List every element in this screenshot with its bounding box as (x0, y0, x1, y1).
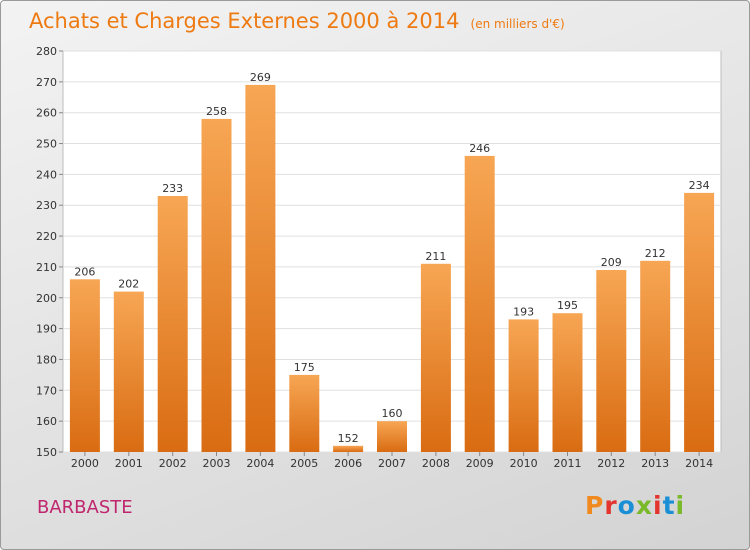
x-tick-label-2007: 2007 (378, 457, 406, 470)
bar-label-2002: 233 (162, 182, 183, 195)
y-tick-label-160: 160 (36, 415, 57, 428)
x-tick-label-2000: 2000 (71, 457, 99, 470)
chart-subtitle: (en milliers d'€) (470, 17, 565, 31)
bar-2007[interactable] (377, 421, 407, 452)
bar-2012[interactable] (596, 270, 627, 452)
bar-2004[interactable] (245, 84, 276, 453)
y-tick-label-230: 230 (36, 199, 57, 212)
bar-label-2014: 234 (689, 179, 710, 192)
x-tick-label-2001: 2001 (115, 457, 143, 470)
logo-letter: i (653, 491, 663, 520)
x-tick-label-2008: 2008 (422, 457, 450, 470)
y-tick-label-220: 220 (36, 230, 57, 243)
bar-label-2012: 209 (601, 256, 622, 269)
bar-label-2007: 160 (382, 407, 403, 420)
logo-letter: t (662, 491, 676, 520)
x-tick-label-2010: 2010 (510, 457, 538, 470)
bar-2000[interactable] (69, 279, 100, 452)
x-tick-label-2013: 2013 (641, 457, 669, 470)
bar-label-2003: 258 (206, 105, 227, 118)
commune-name: BARBASTE (37, 497, 133, 518)
x-axis: 2000 2001 2002 2003 2004 2005 2006 2007 2008 2009… (71, 452, 713, 470)
bar-label-2004: 269 (250, 71, 271, 84)
x-tick-label-2009: 2009 (466, 457, 494, 470)
logo-letter: o (617, 491, 636, 520)
bar-2014[interactable] (684, 192, 715, 452)
bar-2003[interactable] (201, 118, 232, 453)
bar-2008[interactable] (420, 263, 451, 452)
bar-2002[interactable] (157, 196, 188, 452)
bar-labels: 206 202 233 258 269 175 152 160 211 246 193 195 209 2… (74, 71, 709, 445)
logo-letter: r (604, 491, 618, 520)
bar-label-2009: 246 (469, 142, 490, 155)
x-tick-label-2004: 2004 (246, 457, 274, 470)
proxiti-logo[interactable]: Proxiti (585, 491, 685, 520)
bar-label-2000: 206 (74, 265, 95, 278)
title-row: Achats et Charges Externes 2000 à 2014 (… (29, 9, 565, 33)
x-tick-label-2003: 2003 (203, 457, 231, 470)
y-tick-label-270: 270 (36, 76, 57, 89)
y-tick-label-150: 150 (36, 446, 57, 459)
bar-2013[interactable] (640, 260, 671, 452)
y-tick-label-260: 260 (36, 107, 57, 120)
bar-2001[interactable] (113, 291, 144, 452)
y-tick-label-170: 170 (36, 384, 57, 397)
x-tick-label-2005: 2005 (290, 457, 318, 470)
y-tick-label-280: 280 (36, 45, 57, 58)
y-tick-label-200: 200 (36, 292, 57, 305)
bar-2011[interactable] (552, 313, 583, 452)
bar-2009[interactable] (464, 155, 495, 452)
y-tick-label-240: 240 (36, 168, 57, 181)
x-tick-label-2014: 2014 (685, 457, 713, 470)
bar-2006[interactable] (333, 445, 364, 452)
bar-2005[interactable] (289, 374, 320, 452)
y-tick-label-190: 190 (36, 323, 57, 336)
bar-label-2006: 152 (338, 432, 359, 445)
bar-label-2005: 175 (294, 361, 315, 374)
bar-label-2010: 193 (513, 305, 534, 318)
bar-label-2013: 212 (645, 247, 666, 260)
x-tick-label-2002: 2002 (159, 457, 187, 470)
y-tick-label-180: 180 (36, 353, 57, 366)
y-tick-label-210: 210 (36, 261, 57, 274)
bar-label-2011: 195 (557, 299, 578, 312)
x-tick-label-2006: 2006 (334, 457, 362, 470)
x-tick-label-2011: 2011 (554, 457, 582, 470)
logo-letter: P (585, 491, 605, 520)
y-axis: 150 160 170 180 190 200 210 220 230 240 250 260 270 2… (36, 45, 63, 459)
bars (69, 84, 715, 453)
chart-title: Achats et Charges Externes 2000 à 2014 (29, 9, 460, 33)
bar-label-2001: 202 (118, 278, 139, 291)
x-tick-label-2012: 2012 (597, 457, 625, 470)
logo-letter: x (635, 491, 653, 520)
logo-letter: i (675, 491, 686, 520)
bar-2010[interactable] (508, 319, 539, 452)
y-tick-label-250: 250 (36, 138, 57, 151)
bar-label-2008: 211 (425, 250, 446, 263)
